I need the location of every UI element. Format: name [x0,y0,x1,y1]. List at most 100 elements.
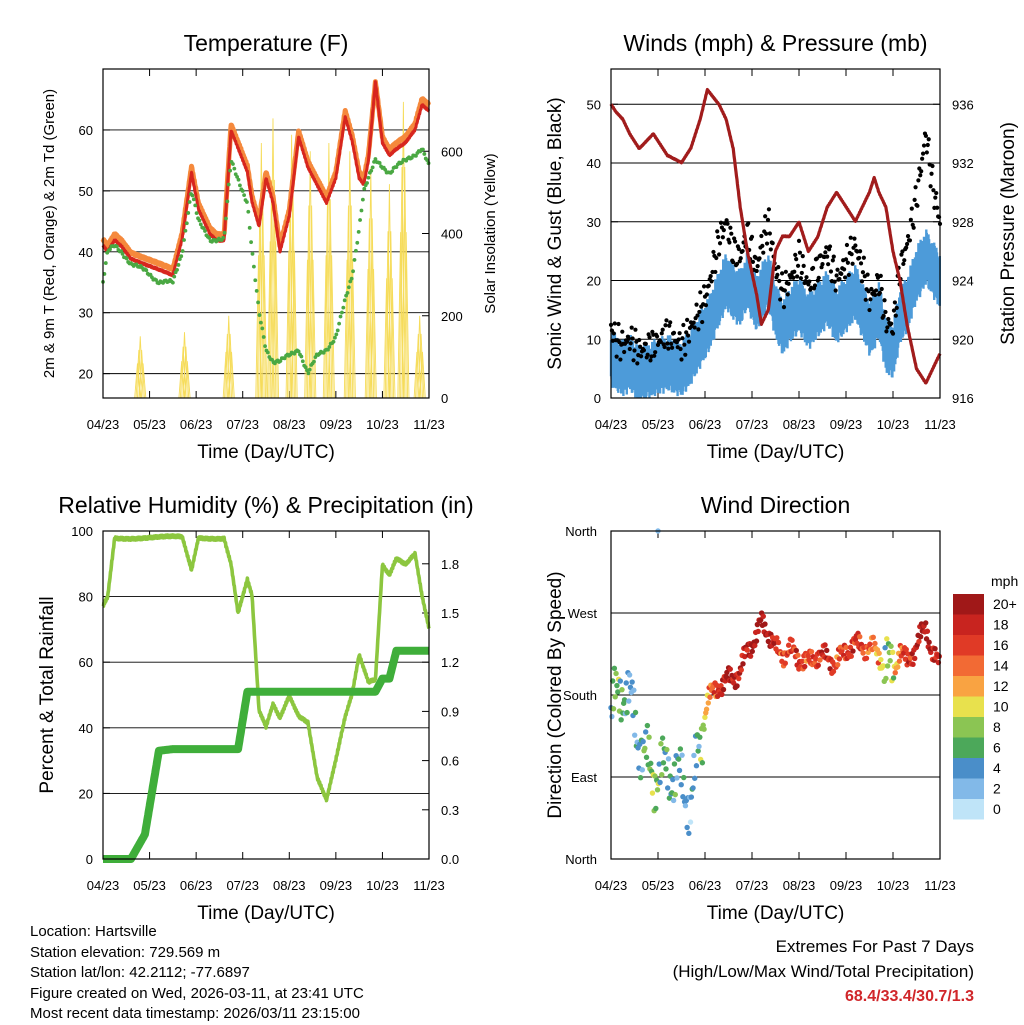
gust-point [671,330,677,336]
dewpoint-point [346,285,351,290]
gust-point [894,305,899,310]
gust-point [853,243,858,248]
gust-point [679,357,684,362]
gust-point [612,321,617,326]
dewpoint-point [366,175,371,180]
gust-point [934,190,939,196]
dewpoint-point [348,279,353,284]
y2-tick-label: 400 [441,227,463,242]
dewpoint-point [370,165,375,170]
chart-title: Wind Direction [701,492,851,518]
gust-point [659,331,664,336]
direction-point [824,647,830,654]
y2-tick-label: 932 [952,156,974,171]
gust-point [885,325,890,330]
x-tick-label: 11/23 [413,417,445,432]
humidity-precip-panel: Relative Humidity (%) & Precipitation (i… [37,492,474,924]
gust-point [697,309,702,315]
chart-title: Temperature (F) [184,30,349,56]
y-tick-label: 40 [79,721,93,736]
x-axis-label: Time (Day/UTC) [197,442,335,463]
insolation-spike [309,259,317,399]
temp-2m-line [101,80,430,278]
station-location: Location: Hartsville [30,923,157,940]
direction-point [905,651,911,657]
dewpoint-point [226,182,231,187]
colorbar-swatch [953,614,984,635]
dewpoint-point [333,335,337,340]
gust-point [716,234,721,240]
dewpoint-point [261,335,266,339]
dewpoint-point [180,249,185,253]
gust-point [920,151,926,156]
gust-point [842,275,848,280]
direction-point [884,663,891,669]
gust-point [757,256,762,261]
direction-point [936,653,942,659]
gust-point [812,283,818,288]
dewpoint-point [179,254,184,259]
direction-point [702,714,708,720]
direction-point [872,640,878,647]
x-axis-label: Time (Day/UTC) [707,442,845,463]
gust-point [905,241,910,247]
direction-point [692,775,698,781]
dewpoint-point [225,199,230,204]
gust-point [632,348,637,353]
gust-point [663,323,668,328]
gust-point [714,255,719,261]
x-tick-label: 09/23 [320,417,353,432]
dewpoint-point [258,320,263,325]
gust-point [873,292,878,298]
dewpoint-point [222,230,227,235]
direction-point [695,748,701,754]
direction-point [890,675,897,681]
direction-point [664,746,670,753]
gust-point [746,221,751,226]
dewpoint-point [177,257,182,262]
colorbar-swatch [953,676,984,697]
gust-point [823,250,828,255]
direction-point [654,787,661,793]
direction-point [890,649,896,656]
gust-point [814,256,819,261]
gust-point [761,250,766,255]
direction-point [760,613,766,620]
dewpoint-point [341,305,346,310]
y-tick-label: 20 [587,274,601,289]
gust-point [653,350,658,355]
gust-point [706,283,711,288]
gust-point [624,339,630,344]
gust-point [926,137,931,142]
x-tick-label: 07/23 [736,878,769,893]
direction-point [639,767,646,773]
x-tick-label: 08/23 [783,878,816,893]
dewpoint-point [265,350,270,355]
gust-point [925,142,930,148]
gust-point [916,178,921,183]
y-tick-label: 10 [587,332,601,347]
y2-tick-label: 924 [952,274,974,289]
gust-point [749,234,755,239]
insolation-spike [415,333,422,399]
direction-point [691,752,697,759]
direction-point [618,717,624,723]
insolation-spike [224,333,231,399]
y2-tick-label: 0.6 [441,754,459,769]
dewpoint-point [245,200,249,204]
gust-point [638,354,644,359]
y-tick-label: 40 [587,156,601,171]
gust-point [883,309,888,315]
gust-point [620,329,625,334]
direction-point [626,698,632,704]
x-tick-label: 09/23 [830,417,863,432]
y-tick-label: 60 [79,655,93,670]
gust-point [786,281,791,286]
dewpoint-point [356,229,361,234]
colorbar-swatch [953,594,984,615]
dewpoint-point [203,229,207,233]
direction-point [623,680,629,686]
dewpoint-point [232,166,237,171]
gust-point [886,316,891,322]
